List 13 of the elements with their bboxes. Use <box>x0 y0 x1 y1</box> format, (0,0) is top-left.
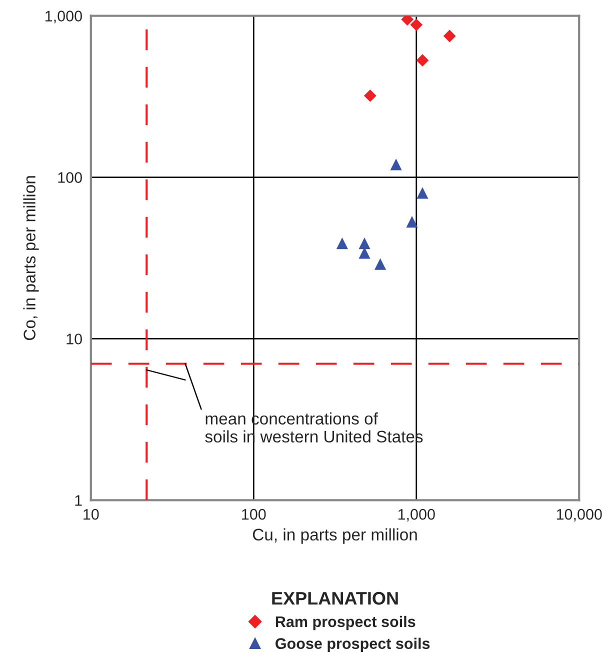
x-tick-label: 10,000 <box>556 508 602 522</box>
x-tick-label: 100 <box>242 508 266 520</box>
y-tick-label: 1,000 <box>46 10 82 24</box>
y-tick-label: 10 <box>66 334 82 344</box>
legend-label: Ram prospect soils <box>276 616 416 630</box>
x-axis-title: Cu, in parts per million <box>252 528 417 544</box>
x-tick-label: 1,000 <box>398 508 435 522</box>
legend-label: Goose prospect soils <box>276 638 430 652</box>
y-axis-title: Co, in parts per million <box>23 176 39 340</box>
y-tick-label: 100 <box>58 172 82 183</box>
legend-title: EXPLANATION <box>272 592 398 605</box>
x-tick-label: 10 <box>84 508 99 520</box>
y-tick-label: 1 <box>75 495 82 506</box>
